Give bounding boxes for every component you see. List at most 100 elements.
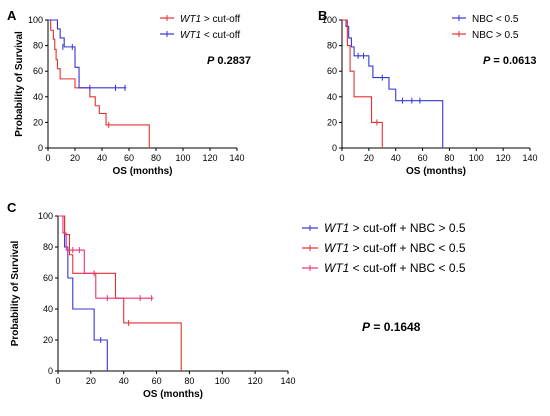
legend-entry: WT1 > cut-off + NBC > 0.5 xyxy=(302,221,466,235)
x-tick-label: 80 xyxy=(151,153,161,163)
x-axis-label: OS (months) xyxy=(113,166,173,177)
y-tick-label: 40 xyxy=(33,92,43,102)
p-value: P = 0.0613 xyxy=(483,55,537,67)
legend-label: WT1 > cut-off xyxy=(180,14,240,25)
y-axis-label: Probability of Survival xyxy=(14,31,25,137)
legend-label-condition: > cut-off + NBC < 0.5 xyxy=(349,241,466,255)
legend-entry: WT1 > cut-off + NBC < 0.5 xyxy=(302,241,466,255)
legend-label: NBC < 0.5 xyxy=(472,14,519,25)
x-tick-label: 80 xyxy=(184,376,194,386)
panel-b: B 0 20 40 60 80 100 0 20 40 60 80 100 120 140 OS (month… xyxy=(318,8,538,177)
legend-label-condition: < cut-off + NBC < 0.5 xyxy=(349,261,466,275)
legend-entry: WT1 < cut-off + NBC < 0.5 xyxy=(302,261,466,275)
y-tick-label: 100 xyxy=(322,15,337,25)
x-tick-label: 140 xyxy=(522,153,537,163)
x-tick-label: 20 xyxy=(86,376,96,386)
legend-label-condition: > cut-off xyxy=(201,14,240,25)
x-tick-label: 60 xyxy=(124,153,134,163)
survival-curve xyxy=(48,19,150,148)
legend-label-gene: WT1 xyxy=(324,221,349,235)
legend-label: WT1 > cut-off + NBC > 0.5 xyxy=(324,221,466,235)
p-value-number: = 0.1648 xyxy=(370,320,421,334)
y-tick-label: 60 xyxy=(327,66,337,76)
survival-curve xyxy=(48,19,127,89)
x-tick-label: 140 xyxy=(229,153,244,163)
y-tick-label: 0 xyxy=(38,143,43,153)
x-axis-label: OS (months) xyxy=(406,166,466,177)
y-tick-label: 0 xyxy=(332,143,337,153)
series-0 xyxy=(58,215,108,371)
legend-label: WT1 < cut-off xyxy=(180,30,240,41)
survival-curve xyxy=(342,19,383,148)
y-tick-label: 20 xyxy=(33,117,43,127)
x-tick-label: 100 xyxy=(215,376,230,386)
x-axis-label: OS (months) xyxy=(143,389,203,400)
y-tick-label: 60 xyxy=(33,66,43,76)
survival-curve xyxy=(58,215,154,299)
p-value-number: = 0.0613 xyxy=(490,55,536,67)
y-tick-label: 80 xyxy=(327,41,337,51)
x-tick-label: 40 xyxy=(97,153,107,163)
x-tick-label: 80 xyxy=(444,153,454,163)
legend-label-gene: WT1 xyxy=(180,30,201,41)
x-tick-label: 0 xyxy=(339,153,344,163)
survival-curve xyxy=(58,215,108,371)
x-tick-label: 100 xyxy=(469,153,484,163)
x-tick-label: 0 xyxy=(45,153,50,163)
p-value-number: 0.2837 xyxy=(214,55,251,67)
y-tick-label: 40 xyxy=(327,92,337,102)
legend-label-condition: > cut-off + NBC > 0.5 xyxy=(349,221,466,235)
legend-label-condition: < cut-off xyxy=(201,30,240,41)
x-tick-label: 100 xyxy=(175,153,190,163)
x-tick-label: 40 xyxy=(119,376,129,386)
x-tick-label: 40 xyxy=(391,153,401,163)
y-tick-label: 20 xyxy=(327,117,337,127)
y-tick-label: 40 xyxy=(43,304,53,314)
x-tick-label: 60 xyxy=(152,376,162,386)
legend-label-gene: WT1 xyxy=(180,14,201,25)
y-tick-label: 100 xyxy=(28,15,43,25)
p-value: P = 0.1648 xyxy=(362,320,421,334)
legend-label-gene: WT1 xyxy=(324,241,349,255)
legend-label: WT1 > cut-off + NBC < 0.5 xyxy=(324,241,466,255)
series-0 xyxy=(48,19,150,148)
p-value-symbol: P xyxy=(207,55,215,67)
p-value-symbol: P xyxy=(483,55,491,67)
survival-curve xyxy=(58,215,182,371)
series-1 xyxy=(342,19,383,148)
p-value-symbol: P xyxy=(362,320,371,334)
x-tick-label: 0 xyxy=(55,376,60,386)
y-tick-label: 80 xyxy=(33,41,43,51)
x-tick-label: 20 xyxy=(364,153,374,163)
series-1 xyxy=(48,19,127,91)
x-tick-label: 60 xyxy=(418,153,428,163)
series-0 xyxy=(342,19,444,148)
panel-letter: C xyxy=(7,200,17,215)
series-1 xyxy=(58,215,182,371)
legend-entry: NBC > 0.5 xyxy=(452,30,519,41)
panel-letter: B xyxy=(318,8,327,23)
x-tick-label: 120 xyxy=(496,153,511,163)
legend-label: NBC > 0.5 xyxy=(472,30,519,41)
survival-curve xyxy=(342,19,444,148)
panel-c: C 0 20 40 60 80 100 0 20 40 60 80 100 120 140 OS (month… xyxy=(7,200,466,400)
series-2 xyxy=(58,215,154,302)
y-tick-label: 20 xyxy=(43,335,53,345)
x-tick-label: 140 xyxy=(280,376,295,386)
legend-entry: WT1 < cut-off xyxy=(160,30,240,41)
y-tick-label: 60 xyxy=(43,273,53,283)
y-tick-label: 0 xyxy=(48,366,53,376)
y-tick-label: 80 xyxy=(43,242,53,252)
panel-a: A 0 20 40 60 80 100 0 20 40 60 80 100 120 140 OS (month… xyxy=(7,8,251,177)
x-tick-label: 20 xyxy=(70,153,80,163)
y-tick-label: 100 xyxy=(38,211,53,221)
y-axis-label: Probability of Survival xyxy=(10,240,21,346)
x-tick-label: 120 xyxy=(202,153,217,163)
legend-label: WT1 < cut-off + NBC < 0.5 xyxy=(324,261,466,275)
legend-entry: WT1 > cut-off xyxy=(160,14,240,25)
legend-label-gene: WT1 xyxy=(324,261,349,275)
legend-entry: NBC < 0.5 xyxy=(452,14,519,25)
p-value: P 0.2837 xyxy=(207,55,251,67)
x-tick-label: 120 xyxy=(248,376,263,386)
